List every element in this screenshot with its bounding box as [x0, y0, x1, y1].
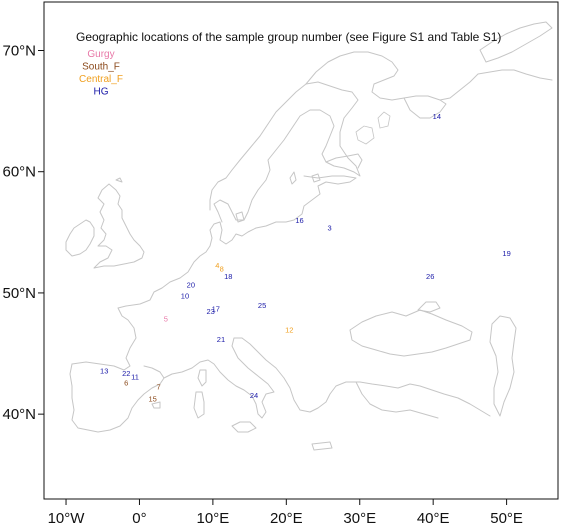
y-axis: 40°N 50°N 60°N 70°N [2, 42, 44, 423]
coast-balearics [151, 401, 161, 409]
lake-onega [377, 111, 391, 129]
sample-group-label: 14 [433, 112, 441, 121]
sample-group-label: 13 [100, 367, 108, 376]
sample-group-label: 8 [220, 265, 224, 274]
coast-sardinia [193, 391, 205, 419]
coast-gulf-finland [325, 153, 363, 169]
coast-zealand [235, 211, 245, 223]
x-tick-label: 0° [132, 510, 146, 527]
x-tick-label: 30°E [343, 510, 376, 527]
sample-group-label: 11 [131, 373, 139, 382]
y-tick-label: 70°N [2, 42, 36, 59]
coast-sicily [231, 421, 257, 433]
sample-group-label: 19 [502, 249, 510, 258]
plot-frame [43, 1, 559, 500]
coast-scandinavia [209, 81, 361, 223]
coast-iberia [69, 363, 165, 433]
coast-ireland [65, 219, 95, 257]
x-tick-label: 10°W [48, 510, 86, 527]
sample-group-label: 16 [295, 216, 303, 225]
sample-group-label: 24 [250, 391, 258, 400]
coast-saaremaa [311, 173, 321, 183]
x-axis: 10°W 0° 10°E 20°E 30°E 40°E 50°E [48, 499, 523, 527]
sample-group-label: 3 [328, 223, 332, 232]
coast-caspian [489, 315, 517, 417]
y-tick-label: 60°N [2, 164, 36, 181]
sample-group-label: 6 [124, 379, 128, 388]
coast-white-sea [403, 97, 447, 119]
sample-group-label: 21 [217, 335, 225, 344]
legend-entry: Gurgy [87, 49, 114, 60]
legend-entry: HG [94, 87, 109, 98]
coast-continent-west [71, 175, 357, 371]
coast-norway-north [305, 51, 553, 101]
coast-novaya-zemlya [479, 21, 553, 63]
y-tick-label: 40°N [2, 406, 36, 423]
coast-crete [311, 441, 333, 451]
sample-group-label: 26 [426, 272, 434, 281]
coast-italy [163, 337, 275, 419]
coast-anatolia [355, 381, 439, 419]
sample-group-label: 18 [224, 272, 232, 281]
coast-corsica [197, 369, 207, 387]
sample-group-label: 5 [164, 314, 168, 323]
legend-entry: Central_F [79, 74, 123, 85]
coast-great-britain [93, 183, 145, 269]
map-title: Geographic locations of the sample group… [76, 30, 501, 44]
sample-group-label: 4 [215, 261, 219, 270]
coast-orkney [115, 177, 123, 183]
y-tick-label: 50°N [2, 285, 36, 302]
sample-group-label: 22 [122, 369, 130, 378]
x-tick-label: 10°E [197, 510, 230, 527]
sample-group-label: 7 [156, 382, 160, 391]
coast-gotland [289, 171, 297, 185]
legend-entry: South_F [82, 62, 120, 73]
x-tick-label: 50°E [490, 510, 523, 527]
sample-group-label: 25 [258, 301, 266, 310]
sample-group-label: 10 [181, 291, 189, 300]
sample-group-label: 23 [207, 307, 215, 316]
x-tick-label: 40°E [417, 510, 450, 527]
coastline-layer [65, 21, 553, 451]
sample-group-label: 17 [212, 305, 220, 314]
lake-ladoga [355, 125, 375, 145]
coast-balkans [241, 337, 491, 417]
coast-black-sea [349, 309, 473, 357]
x-tick-label: 20°E [270, 510, 303, 527]
sample-group-label: 20 [187, 280, 195, 289]
coast-azov [417, 301, 441, 313]
sample-group-label: 12 [285, 325, 293, 334]
sample-group-label: 15 [149, 394, 157, 403]
